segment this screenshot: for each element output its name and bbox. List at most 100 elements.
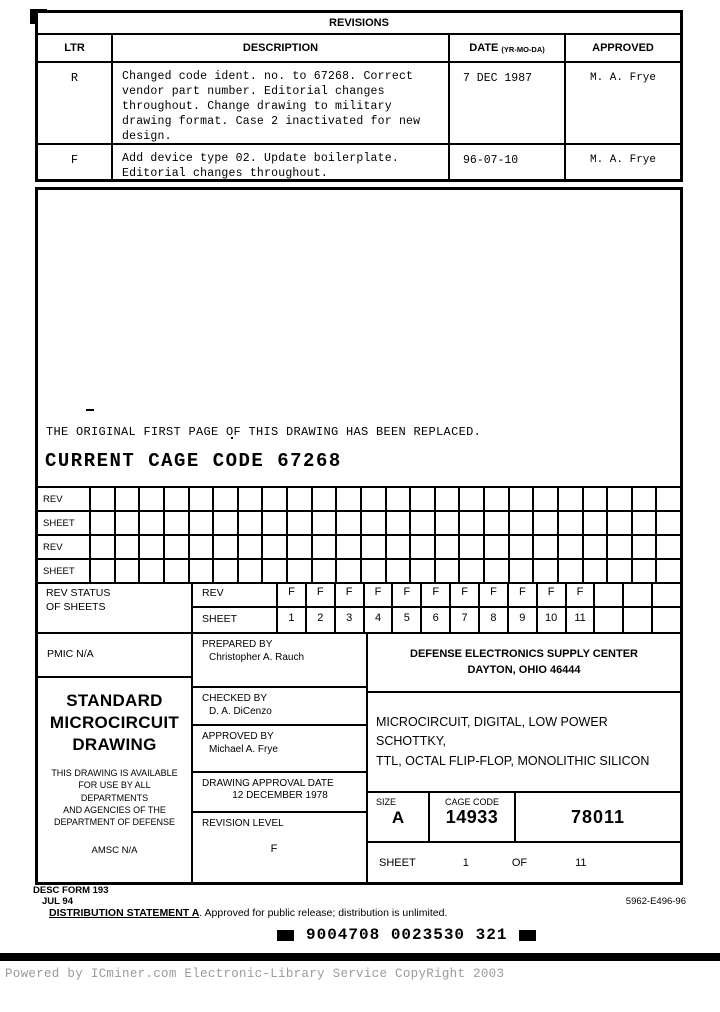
title-block: PMIC N/A STANDARD MICROCIRCUIT DRAWING T… [38, 634, 680, 882]
grid-cell [214, 488, 239, 510]
grid-cell [485, 512, 510, 534]
grid-cell [436, 512, 461, 534]
grid-cell [140, 560, 165, 582]
grid-cell [559, 488, 584, 510]
grid-cell [608, 488, 633, 510]
grid-cell [584, 536, 609, 558]
grid-cell [190, 488, 215, 510]
grid-cell [657, 560, 680, 582]
grid-cell [214, 560, 239, 582]
grid-cell [633, 560, 658, 582]
rev-status-sheet-cell: 1 [278, 608, 307, 632]
grid-cell [288, 512, 313, 534]
rev-status-sheet-cell: 6 [422, 608, 452, 632]
rev-status-sheet-cell: 5 [393, 608, 423, 632]
grid-row-label: REV [38, 536, 91, 558]
grid-cell [239, 488, 264, 510]
date-label: DATE [469, 42, 499, 54]
rev-status-sheet-cell: 2 [307, 608, 336, 632]
grid-cell [559, 560, 584, 582]
revision-level-cell: REVISION LEVEL F [193, 813, 366, 882]
grid-cell [411, 536, 436, 558]
grid-cell [608, 560, 633, 582]
rev-status-rev-cell: F [422, 582, 452, 606]
grid-cell [116, 512, 141, 534]
grid-row: REV [38, 536, 680, 560]
grid-cell [337, 536, 362, 558]
grid-cell [165, 488, 190, 510]
grid-cell [657, 536, 680, 558]
grid-cell [387, 560, 412, 582]
rev-status-sheet-cell: 3 [336, 608, 365, 632]
grid-cell [485, 488, 510, 510]
size-label: SIZE [376, 797, 397, 807]
grid-cell [362, 536, 387, 558]
grid-cell [460, 536, 485, 558]
revision-description: Add device type 02. Update boilerplate. … [113, 145, 450, 180]
approved-by-cell: APPROVED BY Michael A. Frye [193, 726, 366, 773]
of-label: OF [511, 856, 528, 869]
approval-date-label: DRAWING APPROVAL DATE [202, 778, 334, 789]
grid-cell [288, 488, 313, 510]
grid-cell [460, 488, 485, 510]
grid-cell [559, 536, 584, 558]
revisions-table: REVISIONS LTR DESCRIPTION DATE (YR-MO-DA… [35, 10, 683, 182]
grid-cell [337, 512, 362, 534]
grid-cell [337, 488, 362, 510]
grid-cell [411, 488, 436, 510]
rev-status-sheet-cell: 8 [480, 608, 509, 632]
watermark-text: Powered by ICminer.com Electronic-Librar… [5, 967, 505, 981]
prepared-by-name: Christopher A. Rauch [209, 652, 305, 663]
grid-cell [411, 512, 436, 534]
grid-cell [313, 560, 338, 582]
form-date: JUL 94 [42, 896, 73, 907]
drawing-number: 78011 [570, 806, 626, 827]
rev-status-sheet-cell [624, 608, 654, 632]
approved-by-name: Michael A. Frye [209, 744, 278, 755]
grid-cell [362, 488, 387, 510]
grid-cell [485, 536, 510, 558]
pmic-cell: PMIC N/A [38, 634, 191, 678]
grid-cell [559, 512, 584, 534]
grid-cell [387, 536, 412, 558]
replaced-page-note: THE ORIGINAL FIRST PAGE OF THIS DRAWING … [46, 425, 482, 439]
grid-cell [239, 560, 264, 582]
grid-cell [313, 488, 338, 510]
grid-row: REV [38, 488, 680, 512]
rev-status-sheet-row: SHEET 1 2 3 4 5 6 7 8 9 10 11 [193, 608, 680, 632]
grid-row: SHEET [38, 512, 680, 536]
grid-cell [116, 536, 141, 558]
sheet-label: SHEET [379, 856, 416, 869]
revisions-header-row: LTR DESCRIPTION DATE (YR-MO-DA) APPROVED [38, 35, 680, 63]
rev-status-rev-cell: F [480, 582, 509, 606]
grid-cell [313, 536, 338, 558]
revision-row-r: R Changed code ident. no. to 67268. Corr… [38, 63, 680, 145]
sheet-number: 1 [462, 856, 469, 869]
distribution-statement: DISTRIBUTION STATEMENT A. Approved for p… [49, 907, 447, 919]
grid-cell [313, 512, 338, 534]
grid-row: SHEET [38, 560, 680, 584]
revision-date: 96-07-10 [450, 145, 566, 179]
rev-status-rev-cell: F [567, 582, 596, 606]
grid-cell [534, 536, 559, 558]
grid-cell [214, 512, 239, 534]
distribution-title: DISTRIBUTION STATEMENT A [49, 907, 200, 919]
rev-status-sheet-cells: 1 2 3 4 5 6 7 8 9 10 11 [278, 608, 680, 632]
grid-cell [633, 512, 658, 534]
drawing-body-box: THE ORIGINAL FIRST PAGE OF THIS DRAWING … [35, 187, 683, 885]
smd-cell: STANDARD MICROCIRCUIT DRAWING THIS DRAWI… [38, 678, 191, 882]
agency-location: DAYTON, OHIO 46444 [467, 663, 581, 676]
grid-cell [140, 512, 165, 534]
grid-cell [534, 512, 559, 534]
date-column-header: DATE (YR-MO-DA) [450, 35, 566, 61]
grid-cell [510, 488, 535, 510]
rev-status-rev-cell: F [365, 582, 394, 606]
grid-cell [436, 560, 461, 582]
grid-cell [534, 488, 559, 510]
grid-cell [165, 536, 190, 558]
barcode-line: 9004708 0023530 321 [277, 926, 537, 944]
approval-date-value: 12 DECEMBER 1978 [232, 790, 328, 801]
cage-code-cell: CAGE CODE 14933 [430, 793, 516, 841]
size-value: A [391, 808, 405, 827]
